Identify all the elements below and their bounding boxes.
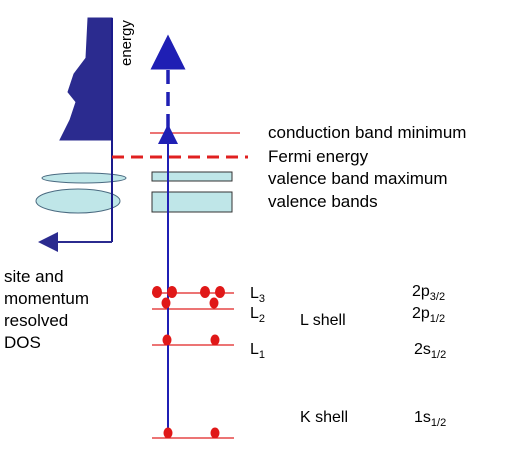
energy-axis-label: energy <box>118 20 135 66</box>
electron-dot <box>215 286 225 298</box>
orbital-2p12-label: 2p1/2 <box>412 305 446 325</box>
valence-band-max-box <box>151 171 233 182</box>
l-shell-label: L shell <box>300 312 346 329</box>
electron-dot <box>210 427 220 439</box>
electron-dot <box>163 427 173 439</box>
dos-conduction-shape <box>59 17 113 141</box>
orbital-2s12-label: 2s1/2 <box>414 341 447 361</box>
electron-dot <box>209 297 219 309</box>
electron-dot <box>152 286 162 298</box>
electron-dot <box>161 297 171 309</box>
electron-dot <box>162 334 172 346</box>
valence-band-maximum-label: valence band maximum <box>268 169 448 188</box>
electron-dot <box>167 286 177 298</box>
dos-valence-lobe-upper <box>41 172 127 184</box>
orbital-2p32-label: 2p3/2 <box>412 283 446 303</box>
dos-label-line: momentum <box>4 289 90 308</box>
dos-label-line: DOS <box>4 333 41 352</box>
k-shell-label: K shell <box>300 409 349 426</box>
dos-label: site and momentum resolved DOS <box>4 266 89 354</box>
l3-label: L3 <box>250 285 266 305</box>
valence-bands-box <box>151 191 233 213</box>
l2-label: L2 <box>250 305 266 325</box>
orbital-1s12-label: 1s1/2 <box>414 409 447 429</box>
electron-dot <box>200 286 210 298</box>
fermi-energy-label: Fermi energy <box>268 147 369 166</box>
l1-label: L1 <box>250 341 266 361</box>
valence-bands-label: valence bands <box>268 192 378 211</box>
dos-label-line: site and <box>4 267 64 286</box>
electron-dot <box>210 334 220 346</box>
dos-valence-lobe-lower <box>35 188 121 214</box>
conduction-band-minimum-label: conduction band minimum <box>268 123 467 142</box>
dos-label-line: resolved <box>4 311 69 330</box>
